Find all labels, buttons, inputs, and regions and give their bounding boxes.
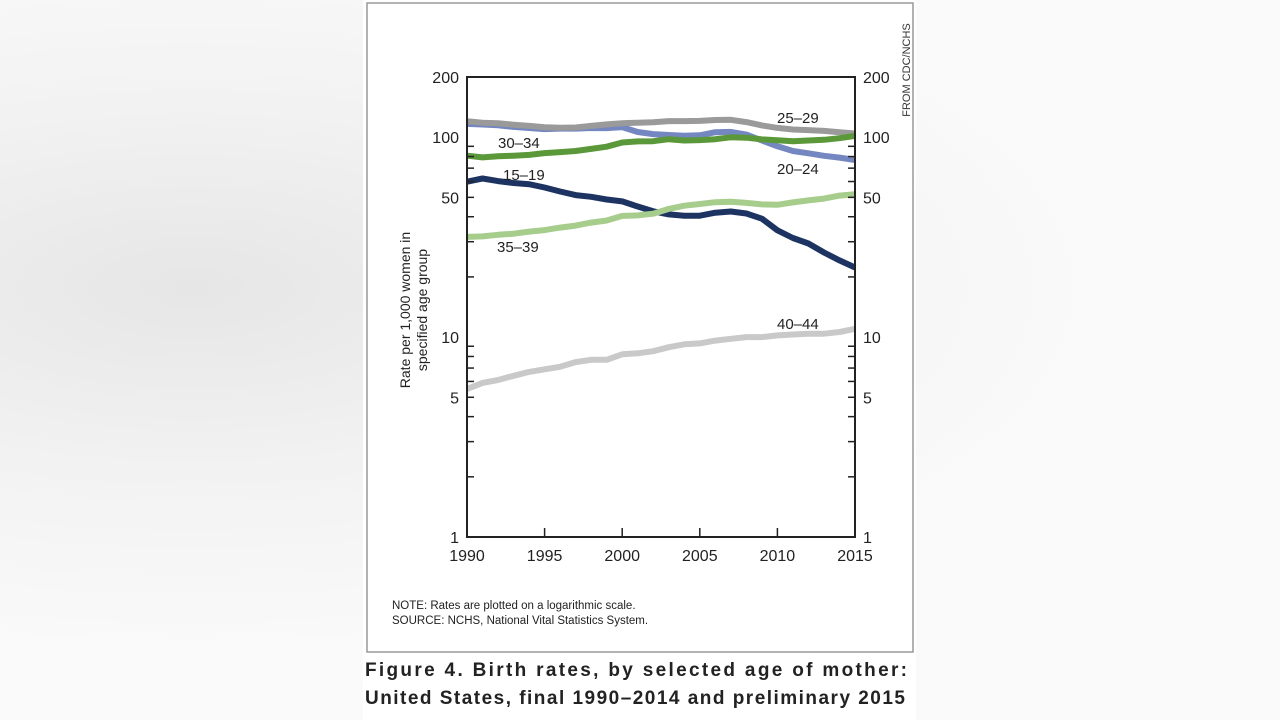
figure-border bbox=[366, 2, 914, 653]
x-tick-label: 2010 bbox=[760, 548, 796, 565]
credit-text: FROM CDC/NCHS bbox=[901, 23, 913, 117]
x-tick-label: 1990 bbox=[449, 548, 485, 565]
series-line-25-29 bbox=[466, 116, 856, 137]
x-tick-label: 2005 bbox=[682, 548, 718, 565]
y-tick-label-right: 10 bbox=[863, 330, 881, 347]
y-axis-label-line1: Rate per 1,000 women in bbox=[397, 232, 413, 388]
series-label-30-34: 30–34 bbox=[498, 135, 540, 152]
x-tick-label: 2015 bbox=[837, 548, 873, 565]
series-line-30-34 bbox=[466, 132, 856, 161]
y-tick-label-left: 1 bbox=[450, 530, 459, 547]
caption-line2: United States, final 1990–2014 and preli… bbox=[365, 688, 905, 709]
y-tick-label-right: 100 bbox=[863, 130, 890, 147]
y-tick-label-right: 1 bbox=[863, 530, 872, 547]
y-tick-label-left: 10 bbox=[441, 330, 459, 347]
series-label-35-39: 35–39 bbox=[497, 239, 539, 256]
note-text: NOTE: Rates are plotted on a logarithmic… bbox=[392, 600, 636, 612]
series-label-15-19: 15–19 bbox=[503, 167, 545, 184]
source-text: SOURCE: NCHS, National Vital Statistics … bbox=[392, 615, 648, 627]
series-layer bbox=[465, 116, 857, 392]
series-label-40-44: 40–44 bbox=[777, 316, 819, 333]
caption-line1: Figure 4. Birth rates, by selected age o… bbox=[365, 660, 907, 681]
y-tick-label-left: 5 bbox=[450, 390, 459, 407]
y-tick-label-right: 50 bbox=[863, 190, 881, 207]
x-tick-label: 2000 bbox=[604, 548, 640, 565]
y-tick-label-left: 50 bbox=[441, 190, 459, 207]
y-axis-label-line2: specified age group bbox=[414, 249, 430, 371]
series-line-40-44 bbox=[465, 325, 856, 392]
series-label-25-29: 25–29 bbox=[777, 110, 819, 127]
series-labels: 15–19 20–24 25–29 30–34 35–39 40–44 bbox=[497, 110, 819, 333]
x-tick-label: 1995 bbox=[527, 548, 563, 565]
y-tick-label-left: 200 bbox=[432, 70, 459, 87]
series-line-35-39 bbox=[466, 191, 856, 240]
y-tick-label-right: 200 bbox=[863, 70, 890, 87]
series-label-20-24: 20–24 bbox=[777, 161, 819, 178]
y-tick-label-right: 5 bbox=[863, 390, 872, 407]
y-tick-label-left: 100 bbox=[432, 130, 459, 147]
axes-layer: 1 1 5 5 10 10 50 50 100 100 200 200 1990 1995 2000 2005… bbox=[432, 70, 890, 565]
plot-frame bbox=[466, 76, 856, 538]
